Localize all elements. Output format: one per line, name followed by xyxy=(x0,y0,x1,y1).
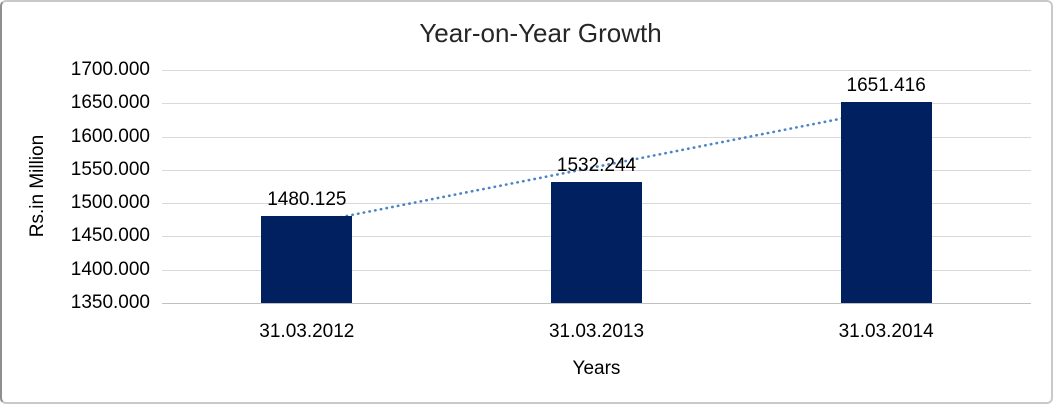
y-axis-title: Rs.in Million xyxy=(27,134,48,238)
y-tick-label: 1350.000 xyxy=(70,292,150,313)
y-tick-label: 1550.000 xyxy=(70,158,150,180)
bar xyxy=(840,102,932,303)
gridline xyxy=(162,103,1031,105)
y-tick-label: 1400.000 xyxy=(70,258,150,280)
gridline xyxy=(162,70,1031,71)
y-tick-label: 1700.000 xyxy=(70,59,150,80)
x-tick-label: 31.03.2013 xyxy=(548,321,645,342)
bar-value-label: 1480.125 xyxy=(267,189,347,211)
x-axis-line xyxy=(162,303,1031,304)
y-tick-label: 1500.000 xyxy=(70,192,150,214)
bar-value-label: 1532.244 xyxy=(556,154,637,176)
bar-value-label: 1651.416 xyxy=(846,75,926,97)
y-tick-label: 1600.000 xyxy=(70,125,150,147)
y-tick-label: 1450.000 xyxy=(70,225,150,247)
y-tick-label: 1650.000 xyxy=(70,92,150,114)
bar xyxy=(261,216,353,303)
x-tick-label: 31.03.2012 xyxy=(259,321,355,342)
chart-title: Year-on-Year Growth xyxy=(419,18,662,48)
x-axis-title: Years xyxy=(572,358,621,379)
bar xyxy=(551,181,642,303)
x-tick-label: 31.03.2014 xyxy=(838,321,934,342)
